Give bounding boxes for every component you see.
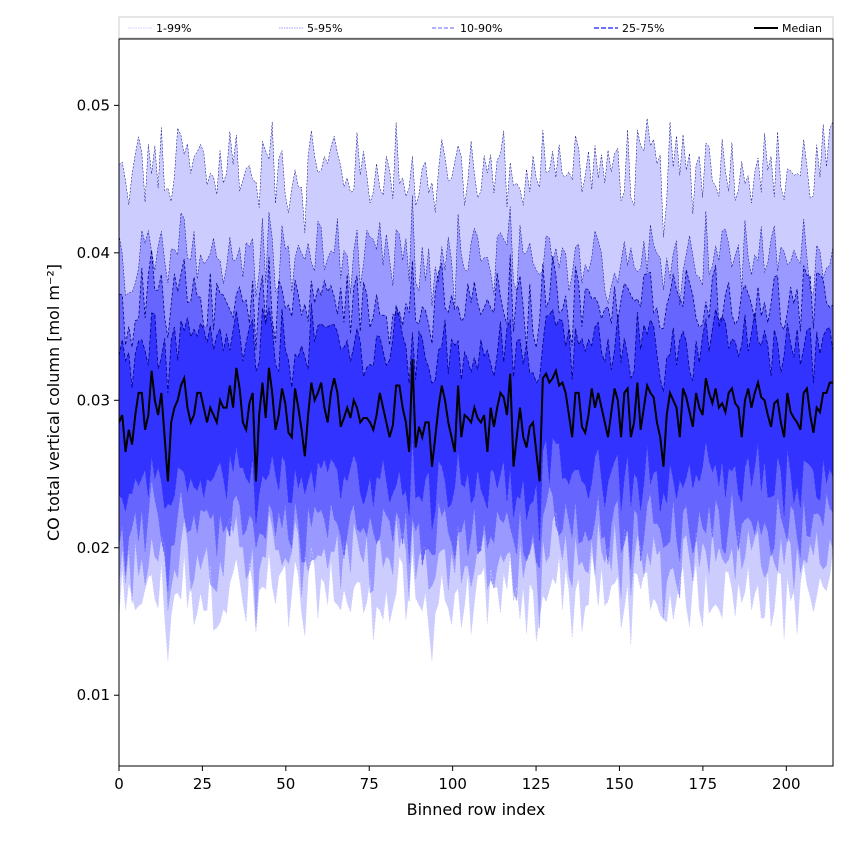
legend-box [118,16,834,39]
y-tick-label-0.02: 0.02 [77,539,110,557]
x-tick-label-150: 150 [605,775,634,793]
x-tick-label-200: 200 [772,775,801,793]
y-tick-label-0.05: 0.05 [77,96,110,114]
plot-frame [118,38,834,767]
y-tick-label-0.03: 0.03 [77,391,110,409]
y-tick-label-0.04: 0.04 [77,244,110,262]
x-axis: 0 25 50 75 100 125 150 175 200 [114,766,801,793]
x-tick-label-100: 100 [438,775,467,793]
x-tick-label-75: 75 [360,775,379,793]
band-lower-edge-25-75% [119,436,833,542]
band-lower-edge-5-95% [119,511,833,629]
legend-label-5-95%: 5-95% [307,22,342,35]
x-tick-label-0: 0 [114,775,124,793]
legend-label-10-90%: 10-90% [460,22,502,35]
legend-label-Median: Median [782,22,822,35]
band-upper-edge-1-99% [119,118,833,238]
median-layer [119,358,833,482]
y-axis: 0.01 0.02 0.03 0.04 0.05 [77,96,119,704]
band-edges-layer [119,118,833,661]
bands-layer [119,118,833,661]
median-line [119,358,833,482]
band-lower-edge-10-90% [119,479,833,593]
x-tick-label-175: 175 [689,775,718,793]
band-lower-edge-1-99% [119,547,833,661]
legend-label-25-75%: 25-75% [622,22,664,35]
band-upper-edge-10-90% [119,250,833,350]
y-tick-label-0.01: 0.01 [77,686,110,704]
band-upper-edge-25-75% [119,303,833,394]
x-tick-label-25: 25 [193,775,212,793]
y-axis-label: CO total vertical column [mol m⁻²] [44,264,63,541]
legend-label-1-99%: 1-99% [156,22,191,35]
x-axis-label: Binned row index [407,800,546,819]
legend: 1-99% 5-95% 10-90% 25-75% Median [118,16,834,39]
band-upper-edge-5-95% [119,195,833,308]
x-tick-label-50: 50 [276,775,295,793]
x-tick-label-125: 125 [522,775,551,793]
